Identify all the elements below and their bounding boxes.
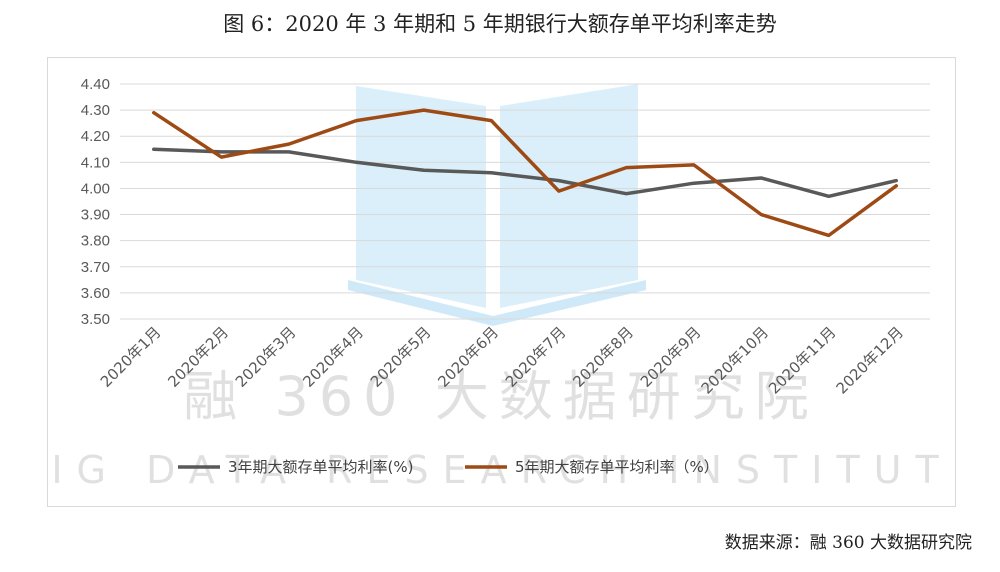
y-tick-label: 4.20 [81, 128, 110, 145]
y-tick-label: 3.70 [81, 259, 110, 276]
gridlines [120, 83, 930, 320]
legend: 3年期大额存单平均利率(%) 5年期大额存单平均利率（%） [178, 458, 719, 476]
watermark-logo-right [500, 84, 638, 308]
series-line-3yr [152, 147, 899, 199]
watermark-en-text: BIG DATA RESEARCH INSTITUTE [48, 448, 955, 492]
x-tick-label: 2020年12月 [833, 323, 907, 397]
series-lines [152, 108, 899, 238]
watermark-logo-base [348, 280, 646, 326]
y-tick-label: 3.90 [81, 207, 110, 224]
y-tick-label: 3.50 [81, 311, 110, 328]
chart-frame: 融 360 大数据研究院 BIG DATA RESEARCH INSTITUTE … [47, 57, 956, 507]
legend-label: 3年期大额存单平均利率(%) [228, 458, 414, 476]
source-note: 数据来源：融 360 大数据研究院 [724, 533, 972, 553]
watermark-cn-text: 融 360 大数据研究院 [183, 365, 818, 428]
x-tick-label: 2020年1月 [97, 323, 165, 391]
y-tick-label: 3.80 [81, 233, 110, 250]
y-tick-label: 4.30 [81, 102, 110, 119]
y-tick-label: 4.00 [81, 180, 110, 197]
y-tick-label: 3.60 [81, 285, 110, 302]
y-tick-label: 4.40 [81, 76, 110, 93]
y-axis-ticks: 3.50 3.60 3.70 3.80 3.90 4.00 4.10 4.20 4.30 4.40 [81, 76, 110, 328]
watermark-logo-left [356, 86, 486, 308]
series-line-5yr [152, 108, 899, 238]
legend-label: 5年期大额存单平均利率（%） [515, 458, 719, 476]
y-tick-label: 4.10 [81, 154, 110, 171]
figure-title: 图 6：2020 年 3 年期和 5 年期银行大额存单平均利率走势 [223, 12, 777, 36]
watermark: 融 360 大数据研究院 BIG DATA RESEARCH INSTITUTE [48, 84, 955, 492]
